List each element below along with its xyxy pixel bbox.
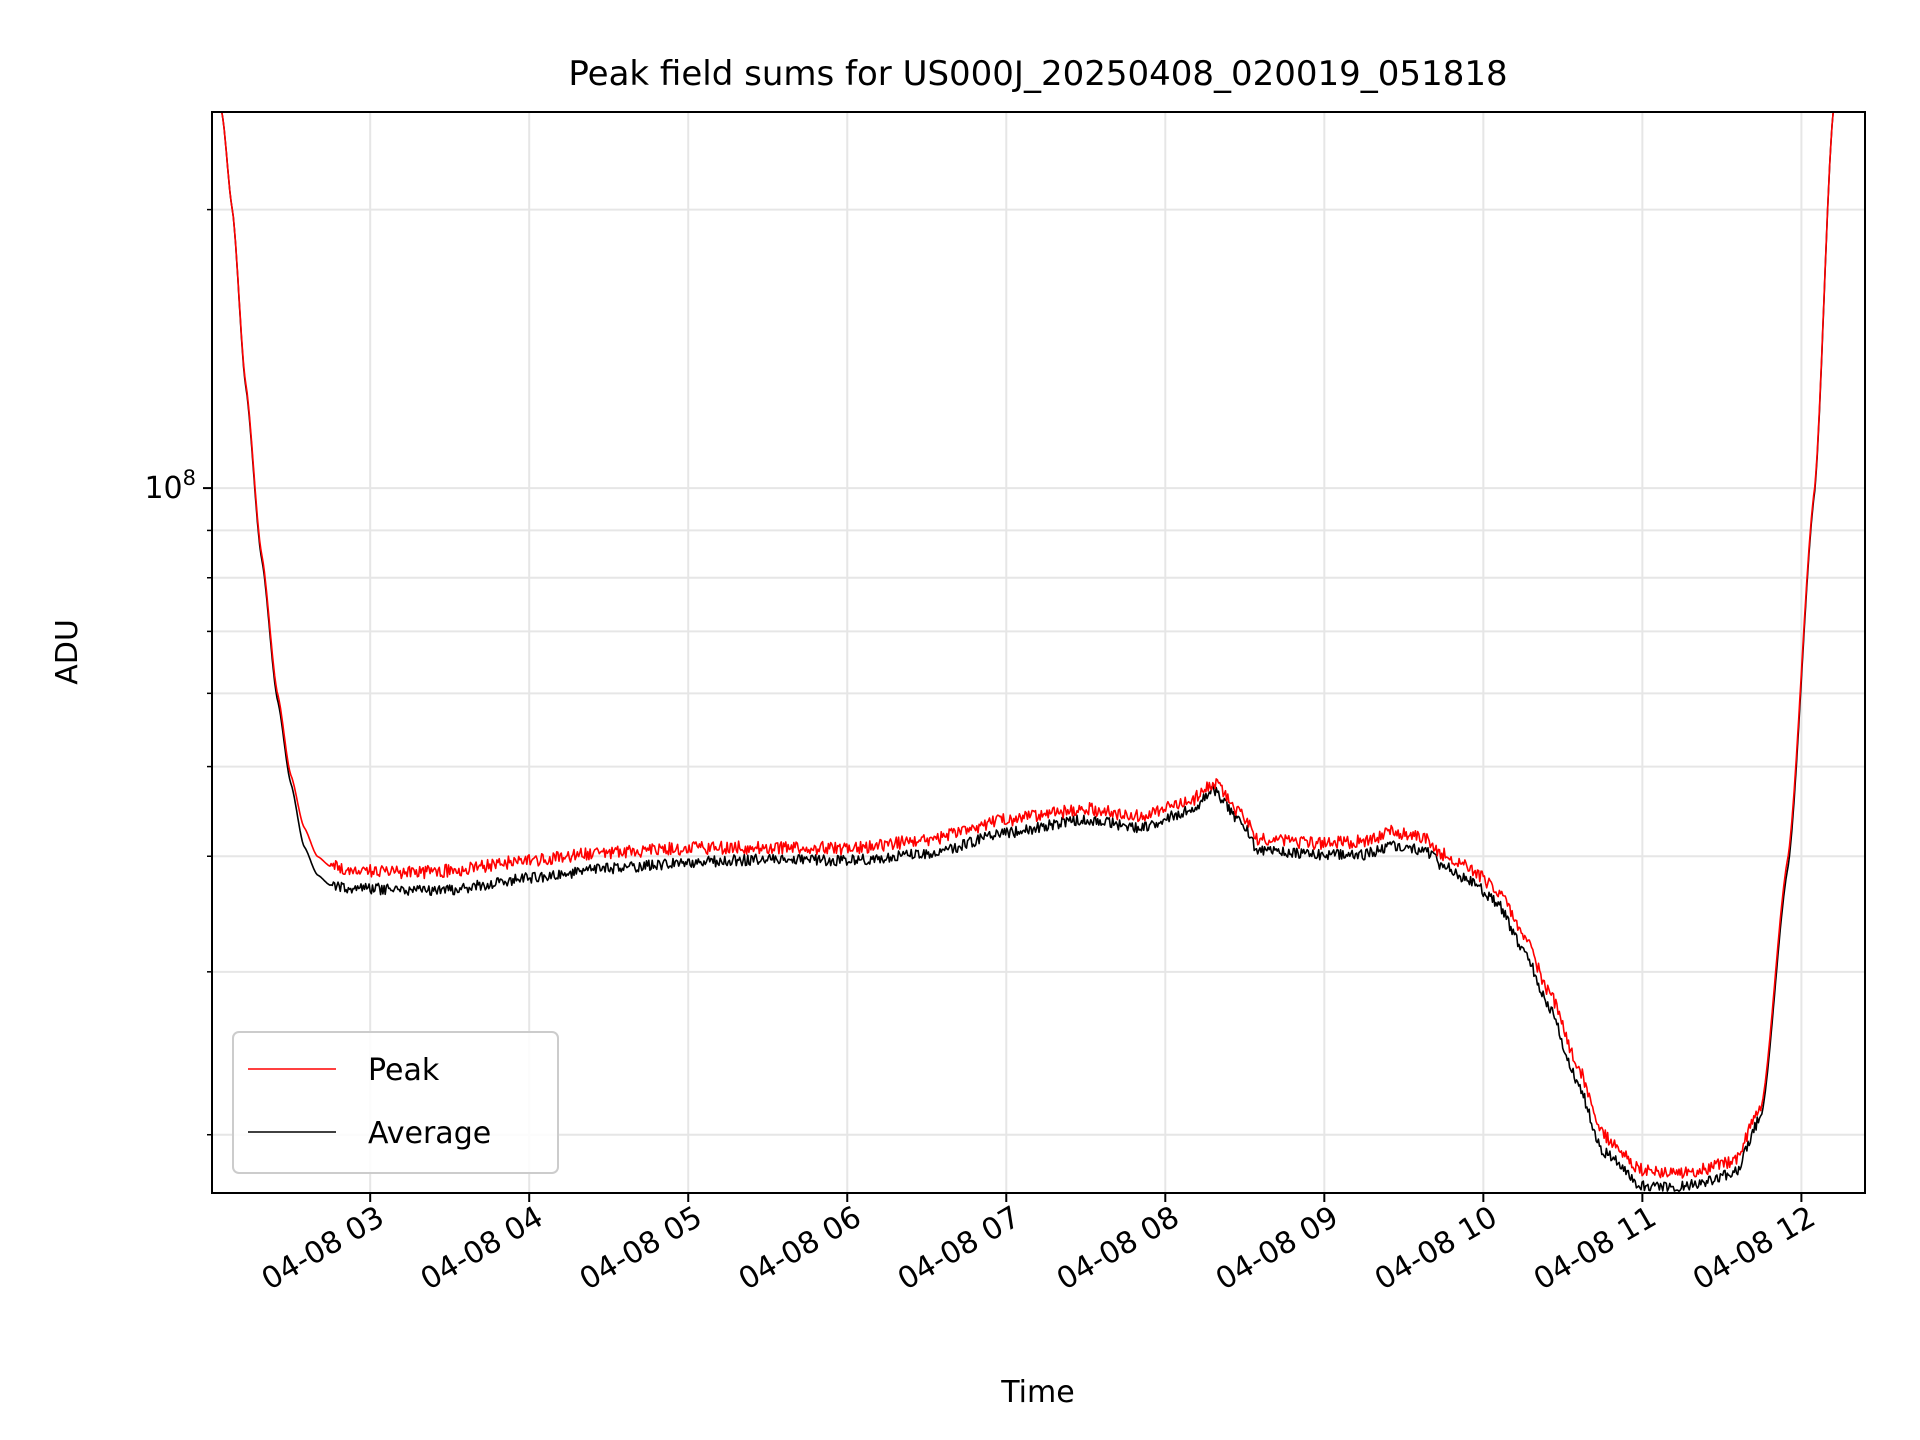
chart-title: Peak field sums for US000J_20250408_0200…	[568, 54, 1507, 94]
legend-label-average: Average	[368, 1116, 491, 1151]
legend: Peak Average	[232, 1031, 559, 1174]
legend-label-peak: Peak	[368, 1053, 440, 1088]
x-axis-label: Time	[1000, 1375, 1074, 1410]
series-line-average	[221, 112, 1834, 1192]
legend-box	[232, 1031, 559, 1174]
y-tick-label: 108	[144, 466, 196, 506]
series-lines	[221, 112, 1834, 1192]
y-axis-label: ADU	[50, 619, 85, 685]
grid	[212, 112, 1865, 1193]
series-line-peak	[221, 112, 1834, 1179]
y-axis-ticks: 108	[144, 208, 212, 1136]
plot-frame	[211, 111, 1866, 1194]
